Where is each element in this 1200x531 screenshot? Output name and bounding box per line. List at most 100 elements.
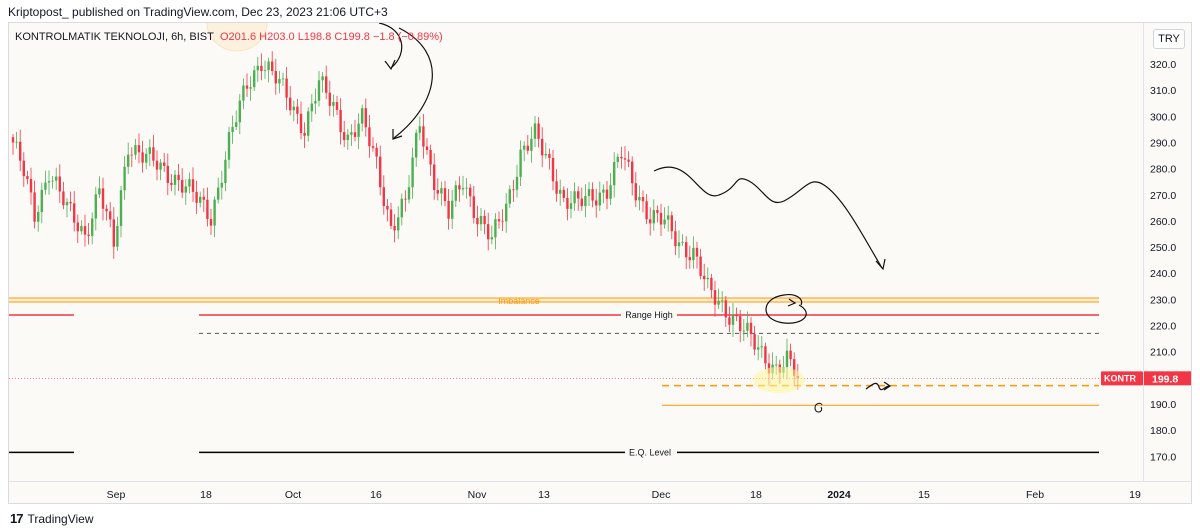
drawn-right-arrow-head [883,381,892,391]
time-tick-label: 2024 [827,489,851,501]
candle-body [213,199,216,226]
chart-frame[interactable]: Imbalance Range High E.Q. Level [8,22,1192,504]
candle-body [458,185,461,190]
candle-body [299,113,303,133]
publisher-bar: Kriptopost_ published on TradingView.com… [0,0,1200,22]
tradingview-brand[interactable]: 17 TradingView [10,511,94,526]
candle-body [256,65,259,71]
candle-body [472,196,475,218]
price-tick-label: 220.0 [1150,321,1176,333]
time-tick-label: 15 [918,489,930,501]
candle-body [209,218,213,226]
candle-body [332,102,335,106]
candle-body [616,156,619,163]
candle-body [663,219,666,225]
candle-body [339,109,342,133]
candle-body [33,192,36,222]
candle-body [94,194,97,219]
currency-button[interactable]: TRY [1153,29,1185,49]
candle-body [145,153,148,163]
candle-body [314,100,317,104]
candle-body [566,197,569,209]
candle-body [645,201,648,220]
candle-body [659,212,663,225]
candle-body [584,196,587,207]
candle-body [292,106,295,111]
candle-body [638,197,641,201]
candle-body [55,176,58,181]
candle-body [22,160,25,177]
price-tick-label: 310.0 [1150,85,1176,97]
candle-body [44,182,47,190]
candle-body [649,219,652,224]
candle-body [217,187,220,200]
candle-body [699,256,702,276]
candle-body [58,176,61,192]
price-chart[interactable]: Imbalance Range High E.Q. Level [9,23,1143,481]
drawn-circle-arrow-head [787,298,797,307]
price-tick-label: 250.0 [1150,242,1176,254]
candle-body [789,350,792,360]
candle-body [505,203,508,222]
candle-body [346,134,349,141]
candle-body [544,154,547,156]
time-tick-label: 18 [750,489,762,501]
candle-body [425,146,429,150]
candle-body [627,159,630,162]
time-tick-label: Sep [107,489,126,501]
range-high-label-bg [621,309,677,322]
price-tick-label: 270.0 [1150,190,1176,202]
candle-body [245,85,249,89]
candle-body [80,226,83,232]
candle-body [328,92,331,106]
candle-body [620,156,623,159]
candle-body [494,219,497,238]
time-axis[interactable]: Sep 18 Oct 16 Nov 13 Dec 18 2024 15 Feb 19 [9,481,1191,503]
candle-body [137,145,141,153]
candle-body [695,247,699,257]
candle-body [710,277,713,291]
candle-body [130,154,133,156]
candle-body [195,191,198,203]
drawn-projection-path [653,166,883,269]
price-axis[interactable]: 320.0 310.0 300.0 290.0 280.0 270.0 260.0 250.0… [1143,23,1191,481]
candle-body [11,137,15,143]
tradingview-logo-icon: 17 [10,511,24,526]
candle-body [199,196,202,203]
ohlc-change: −1.8 (−0.89%) [372,31,443,43]
candle-body [335,102,339,110]
candle-body [469,187,472,197]
candle-body [375,147,378,157]
candle-body [602,189,605,193]
candle-body [364,108,367,128]
drawn-right-arrow [865,382,890,391]
candle-body [267,61,270,71]
candle-body [278,78,281,84]
time-tick-label: 16 [370,489,382,501]
brand-label: TradingView [27,512,94,526]
candle-body [735,314,738,317]
candle-body [533,123,537,139]
candle-body [685,242,688,258]
ohlc-low: L198.8 [297,31,332,43]
candle-body [37,212,40,222]
candle-body [479,215,483,225]
last-price-axis-tag [1144,371,1191,386]
candle-body [98,188,101,195]
candle-body [353,132,357,137]
price-tick-label: 170.0 [1150,451,1176,463]
candle-body [508,189,511,204]
ohlc-close: C199.8 [334,31,370,43]
candle-body [634,183,637,201]
candle-body [73,203,76,223]
time-tick-label: 18 [200,489,212,501]
top-highlight-ellipse [206,23,268,52]
candle-body [379,156,382,188]
candle-body [447,201,450,219]
candle-body [530,138,533,151]
price-axis-ticks: 320.0 310.0 300.0 290.0 280.0 270.0 260.0 250.0… [1144,59,1191,463]
candle-body [296,106,299,114]
candle-body [656,210,659,213]
candle-body [15,141,18,143]
candle-body [357,123,360,137]
